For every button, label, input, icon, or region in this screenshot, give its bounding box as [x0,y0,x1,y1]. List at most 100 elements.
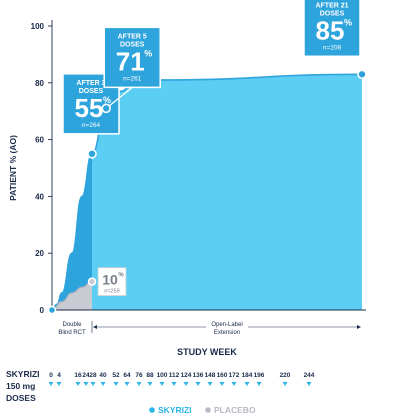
y-tick-label: 100 [31,22,45,31]
skyrizi-start-marker [47,305,57,315]
callout-head-line2: DOSES [79,88,104,95]
axes-layer: 0 20 40 60 80 100 PATIENT % (AO) Double Blind RC… [8,20,366,357]
callout-head-line2: DOSES [120,41,145,48]
dose-marker [183,382,189,386]
legend-label-placebo: PLACEBO [214,405,256,415]
phase-label-line1: Double [62,322,82,328]
dose-marker [207,382,213,386]
legend-layer: SKYRIZI PLACEBO [149,405,256,415]
dose-marker [124,382,130,386]
dose-marker [282,382,288,386]
callout-percent: % [344,17,352,27]
phase-label-line2: Extension [214,330,240,336]
doses-label-line3: DOSES [6,393,36,403]
y-tick-label: 0 [40,306,45,315]
dose-marker [195,382,201,386]
callout-connector [105,86,133,109]
dose-week-label: 172 [229,372,240,379]
dose-week-label: 28 [89,372,97,379]
dose-week-label: 136 [193,372,204,379]
y-tick-label: 20 [35,249,44,258]
dose-marker [231,382,237,386]
phase-label-line2: Blind RCT [58,330,86,336]
dose-marker [90,382,96,386]
y-tick-label: 80 [35,79,44,88]
dose-week-label: 40 [99,372,107,379]
callout-percent: % [144,48,152,58]
y-tick-label: 60 [35,136,44,145]
doses-label-line1: SKYRIZI [6,369,40,379]
callout-percent: % [103,95,111,105]
dose-week-label: 124 [181,372,192,379]
callout-box [303,0,361,58]
dose-marker [159,382,165,386]
phase-arrow-left [93,325,97,329]
callout-connector [331,55,363,75]
doses-label-line2: 150 mg [6,381,35,391]
dose-week-label: 184 [242,372,253,379]
skyrizi-marker [87,149,97,159]
phase-label-bg [206,321,248,337]
callout-n-value: n=208 [323,44,342,51]
dose-week-label: 24 [82,372,90,379]
dose-marker [171,382,177,386]
dose-week-label: 64 [123,372,131,379]
dose-week-label: 160 [217,372,228,379]
callout-value: 71 [116,46,145,76]
callout-head-line1: AFTER 21 [315,2,348,9]
placebo-callout-n: n=259 [104,289,119,295]
placebo-callout-box [97,267,127,297]
dose-week-label: 16 [74,372,82,379]
dose-marker [219,382,225,386]
skyrizi-area-open-label [92,74,362,310]
dose-week-label: 220 [280,372,291,379]
callout-n-value: n=261 [123,75,142,82]
legend-label-skyrizi: SKYRIZI [158,405,192,415]
callout-n-value: n=264 [82,122,101,129]
skyrizi-marker [357,69,367,80]
dose-week-label: 52 [112,372,120,379]
y-axis-title: PATIENT % (AO) [8,135,18,201]
phase-label-bg [52,321,92,337]
placebo-line [51,281,93,311]
dose-week-label: 88 [146,372,154,379]
dose-marker [100,382,106,386]
placebo-callout-percent: % [118,273,124,279]
dose-week-label: 196 [254,372,265,379]
callout-box [103,26,161,89]
callout-head-line1: AFTER 3 [76,80,105,87]
dose-marker [113,382,119,386]
skyrizi-area-double-blind [52,153,92,310]
phase-arrow-right [357,325,361,329]
placebo-callout-value: 10 [102,272,118,288]
x-axis-title: STUDY WEEK [177,347,237,357]
dose-marker [75,382,81,386]
dose-marker [56,382,62,386]
dose-marker [83,382,89,386]
dose-marker [147,382,153,386]
dose-week-label: 76 [135,372,143,379]
dose-week-label: 4 [57,372,61,379]
callout-value: 55 [75,93,104,123]
callout-head-line1: AFTER 5 [118,33,147,40]
dose-marker [306,382,312,386]
skyrizi-line [51,73,363,311]
callout-head-line2: DOSES [320,10,345,17]
y-tick-label: 40 [35,192,44,201]
skyrizi-marker [101,103,112,114]
dose-week-label: 244 [304,372,315,379]
dose-week-label: 100 [157,372,168,379]
dose-week-label: 112 [169,372,180,379]
callout-value: 85 [316,15,345,45]
dose-week-label: 0 [49,372,53,379]
placebo-marker [87,277,97,286]
dose-marker [256,382,262,386]
phase-label-line1: Open-Label [211,322,242,328]
dose-marker [244,382,250,386]
legend-swatch-skyrizi [149,407,155,413]
dose-marker [48,382,54,386]
dose-marker [136,382,142,386]
